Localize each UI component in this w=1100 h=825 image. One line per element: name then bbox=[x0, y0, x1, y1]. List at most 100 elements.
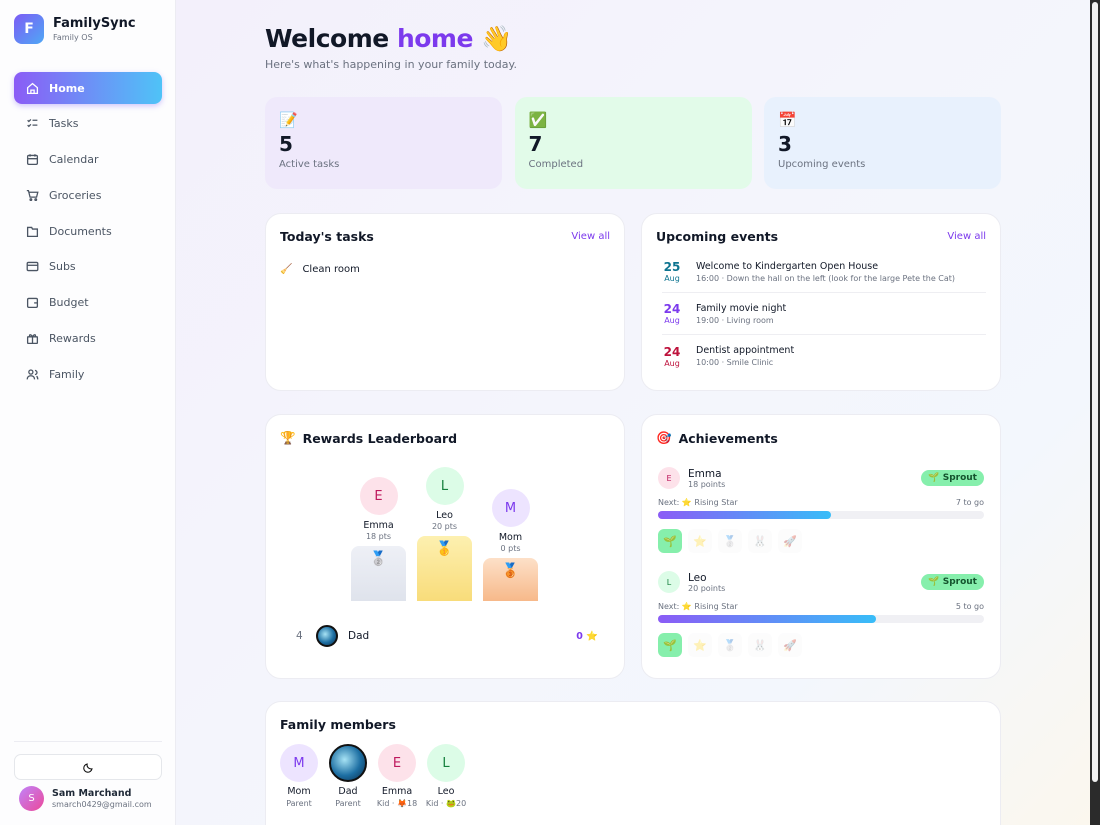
logo: F bbox=[14, 14, 44, 44]
nav-label: Subs bbox=[49, 260, 76, 274]
event-list: 25 Aug Welcome to Kindergarten Open House 1… bbox=[656, 251, 986, 377]
member-role: Parent bbox=[286, 799, 312, 808]
nav-icon bbox=[26, 189, 39, 201]
stat-value: 3 bbox=[778, 132, 792, 156]
nav-label: Tasks bbox=[49, 117, 79, 131]
event-text: Welcome to Kindergarten Open House 16:00 … bbox=[696, 261, 955, 283]
family-list: M Mom Parent Dad Parent E Emma Kid · 🦊18 L Leo Kid… bbox=[280, 744, 986, 808]
nav-item[interactable]: Family bbox=[14, 358, 162, 390]
stat-card: 📅 3 Upcoming events bbox=[764, 97, 1001, 189]
nav-item[interactable]: Budget bbox=[14, 287, 162, 319]
stat-icon: 📅 bbox=[778, 111, 797, 129]
title-icon: 🏆 bbox=[280, 430, 296, 445]
nav-icon bbox=[27, 119, 38, 128]
card-title: 🏆 Rewards Leaderboard bbox=[280, 430, 610, 446]
event-month: Aug bbox=[664, 316, 680, 325]
badge-icon: ⭐ bbox=[688, 529, 712, 553]
nav-label: Groceries bbox=[49, 188, 102, 202]
progress-fill bbox=[658, 615, 877, 623]
nav-icon bbox=[26, 298, 39, 309]
avatar: L bbox=[658, 571, 680, 593]
nav-item[interactable]: Home bbox=[14, 72, 162, 104]
achievement-member: E Emma 18 points 🌱 Sprout Next: ⭐ Rising Sta… bbox=[658, 467, 984, 553]
moon-icon bbox=[82, 762, 93, 773]
nav-item[interactable]: Documents bbox=[14, 215, 162, 247]
nav-icon bbox=[26, 369, 39, 380]
stat-icon: ✅ bbox=[528, 111, 548, 129]
theme-toggle[interactable] bbox=[14, 754, 162, 780]
title-highlight: home bbox=[396, 24, 473, 53]
nav-item[interactable]: Groceries bbox=[14, 179, 162, 211]
member-row: L Leo 20 points 🌱 Sprout bbox=[658, 571, 984, 593]
level-badge: 🌱 Sprout bbox=[921, 470, 984, 486]
nav-item[interactable]: Calendar bbox=[14, 144, 162, 176]
podium-name: Mom bbox=[498, 532, 523, 543]
badge-icon: 🌱 bbox=[658, 633, 682, 657]
points: 0 ⭐ bbox=[576, 630, 598, 642]
user-name: Sam Marchand bbox=[52, 788, 132, 799]
member-name: Emma bbox=[688, 467, 722, 480]
event-details: 19:00 · Living room bbox=[696, 315, 774, 325]
event-date: 25 Aug bbox=[662, 260, 682, 283]
brand-name: FamilySync bbox=[53, 16, 136, 31]
family-member[interactable]: M Mom Parent bbox=[280, 744, 318, 808]
user[interactable]: S Sam Marchand smarch0429@gmail.com bbox=[19, 786, 152, 811]
podium-column: E Emma 18 pts 🥈 bbox=[351, 477, 406, 601]
points-to-go: 7 to go bbox=[955, 498, 984, 507]
title-text: Rewards Leaderboard bbox=[302, 430, 458, 446]
family-member[interactable]: L Leo Kid · 🐸20 bbox=[426, 744, 466, 808]
nav-label: Documents bbox=[49, 224, 112, 238]
family-member[interactable]: E Emma Kid · 🦊18 bbox=[377, 744, 417, 808]
badge-icon: 🚀 bbox=[778, 529, 802, 553]
user-email: smarch0429@gmail.com bbox=[52, 800, 152, 809]
podium-points: 20 pts bbox=[431, 522, 458, 531]
stat-label: Upcoming events bbox=[778, 159, 866, 170]
badge-icon: 🥈 bbox=[718, 633, 742, 657]
card-title: 🎯 Achievements bbox=[656, 430, 986, 446]
nav-item[interactable]: Subs bbox=[14, 251, 162, 283]
event-details: 16:00 · Down the hall on the left (look … bbox=[696, 273, 956, 283]
podium-name: Leo bbox=[436, 510, 453, 521]
nav-item[interactable]: Tasks bbox=[14, 108, 162, 140]
task-item[interactable]: 🧹 Clean room bbox=[280, 264, 610, 275]
event-item[interactable]: 25 Aug Welcome to Kindergarten Open House 1… bbox=[662, 251, 986, 293]
scroll-thumb[interactable] bbox=[1092, 2, 1098, 782]
task-text: Clean room bbox=[302, 264, 360, 275]
family-member[interactable]: Dad Parent bbox=[329, 744, 367, 808]
sidebar: F FamilySync Family OS Home Tasks Calendar Gro… bbox=[0, 0, 176, 825]
view-all-link[interactable]: View all bbox=[571, 231, 610, 242]
scrollbar[interactable] bbox=[1090, 0, 1100, 825]
member-text: Leo 20 points bbox=[688, 572, 725, 593]
page-title: Welcome home 👋 bbox=[265, 24, 517, 54]
family-card: Family members M Mom Parent Dad Parent E Emma Ki… bbox=[265, 701, 1001, 825]
brand: F FamilySync Family OS bbox=[14, 14, 136, 44]
nav: Home Tasks Calendar Groceries Documents Subs B… bbox=[14, 72, 162, 394]
header: Welcome home 👋 Here's what's happening in… bbox=[265, 24, 517, 71]
podium-block: 🥈 bbox=[351, 546, 406, 601]
event-text: Dentist appointment 10:00 · Smile Clinic bbox=[696, 345, 794, 367]
badge-icon: 🐰 bbox=[748, 529, 772, 553]
brand-subtitle: Family OS bbox=[53, 33, 93, 42]
nav-label: Family bbox=[49, 367, 85, 381]
event-date: 24 Aug bbox=[662, 345, 682, 368]
nav-item[interactable]: Rewards bbox=[14, 323, 162, 355]
points-to-go: 5 to go bbox=[955, 602, 984, 611]
event-day: 25 bbox=[663, 260, 681, 274]
achievements-card: 🎯 Achievements E Emma 18 points 🌱 Sprout Next:… bbox=[641, 414, 1001, 679]
view-all-link[interactable]: View all bbox=[947, 231, 986, 242]
stat-value: 7 bbox=[528, 132, 543, 156]
divider bbox=[14, 741, 162, 742]
nav-label: Rewards bbox=[49, 332, 96, 346]
avatar: E bbox=[378, 744, 416, 782]
event-item[interactable]: 24 Aug Family movie night 19:00 · Living ro… bbox=[662, 293, 986, 335]
event-day: 24 bbox=[663, 344, 681, 359]
avatar bbox=[316, 625, 338, 647]
member-name: Emma bbox=[381, 786, 413, 797]
event-title: Dentist appointment bbox=[696, 345, 795, 356]
progress-fill bbox=[658, 511, 831, 519]
progress-track bbox=[658, 511, 984, 519]
podium-column: M Mom 0 pts 🥉 bbox=[483, 489, 538, 601]
event-title: Family movie night bbox=[696, 302, 787, 314]
event-item[interactable]: 24 Aug Dentist appointment 10:00 · Smile Cl… bbox=[662, 335, 986, 377]
